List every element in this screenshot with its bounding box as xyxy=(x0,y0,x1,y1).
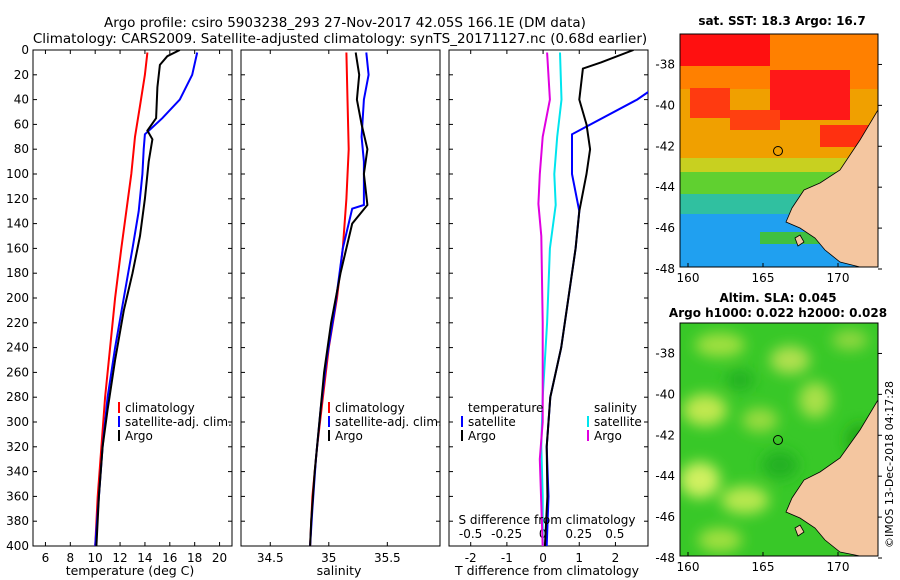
sst-map-title: sat. SST: 18.3 Argo: 16.7 xyxy=(698,14,865,28)
lon-tick-label: 170 xyxy=(827,560,850,574)
depth-tick-label: 260 xyxy=(6,365,29,379)
legend-climatology: climatology xyxy=(125,401,195,415)
legend-satellite-adj: satellite-adj. clim. xyxy=(125,415,232,429)
legend-argo: Argo xyxy=(125,429,153,443)
lat-tick-label: -48 xyxy=(655,551,675,565)
lon-tick-label: 160 xyxy=(677,271,700,285)
lon-tick-label: 160 xyxy=(677,560,700,574)
lat-tick-label: -46 xyxy=(655,510,675,524)
s-diff-tick-label: -0.25 xyxy=(491,527,522,541)
sla-map-title2: Argo h1000: 0.022 h2000: 0.028 xyxy=(669,306,887,320)
legend-temperature-heading: temperature xyxy=(468,401,543,415)
depth-tick-label: 40 xyxy=(14,93,29,107)
x-tick-label: 35.5 xyxy=(374,551,401,565)
lon-tick-label: 165 xyxy=(752,271,775,285)
lat-tick-label: -38 xyxy=(655,346,675,360)
series-temperature-argo xyxy=(543,50,634,546)
t-diff-x-label: T difference from climatology xyxy=(454,563,640,578)
depth-tick-label: 180 xyxy=(6,266,29,280)
series-argo xyxy=(309,52,369,546)
x-tick-label: 1 xyxy=(575,551,583,565)
legend-salinity-heading: salinity xyxy=(594,401,637,415)
x-tick-label: 18 xyxy=(187,551,202,565)
sst-map: sat. SST: 18.3 Argo: 16.7 xyxy=(679,14,879,268)
x-tick-label: 14 xyxy=(137,551,152,565)
series-argo xyxy=(95,50,181,546)
depth-tick-label: 280 xyxy=(6,390,29,404)
salinity-profile-panel: salinity 34.5 35 35.5 xyxy=(240,49,441,578)
sla-map: Altim. SLA: 0.045 Argo h1000: 0.022 h200… xyxy=(669,291,887,557)
x-tick-label: 12 xyxy=(112,551,127,565)
lon-tick-label: 165 xyxy=(752,560,775,574)
series-salinity-argo xyxy=(537,52,551,546)
legend-satellite-adj-sal: satellite-adj. clim. xyxy=(335,415,442,429)
temperature-legend: climatology satellite-adj. clim. Argo xyxy=(118,401,232,443)
difference-legend: temperature satellite Argo salinity sate… xyxy=(459,401,642,527)
depth-tick-label: 340 xyxy=(6,465,29,479)
x-tick-label: 20 xyxy=(212,551,227,565)
legend-t-argo: Argo xyxy=(468,429,496,443)
figure-title-line2: Climatology: CARS2009. Satellite-adjuste… xyxy=(33,31,647,47)
salinity-legend: climatology satellite-adj. clim. Argo xyxy=(328,401,442,443)
figure-title-line1: Argo profile: csiro 5903238_293 27-Nov-2… xyxy=(104,15,586,31)
lat-tick-label: -46 xyxy=(655,221,675,235)
lat-tick-label: -38 xyxy=(655,57,675,71)
series-climatology xyxy=(94,52,149,546)
temperature-x-label: temperature (deg C) xyxy=(66,563,195,578)
legend-s-argo: Argo xyxy=(594,429,622,443)
x-tick-label: 6 xyxy=(42,551,50,565)
lat-tick-label: -40 xyxy=(655,98,675,112)
temperature-profile-panel: temperature (deg C) 6 8 10 12 14 16 18 20 xyxy=(32,49,233,578)
x-tick-label: -1 xyxy=(501,551,513,565)
lat-tick-label: -44 xyxy=(655,180,675,194)
s-diff-tick-label: 0.5 xyxy=(605,527,624,541)
lat-tick-label: -44 xyxy=(655,469,675,483)
depth-tick-label: 220 xyxy=(6,316,29,330)
depth-tick-label: 320 xyxy=(6,440,29,454)
lat-tick-label: -40 xyxy=(655,387,675,401)
depth-tick-label: 360 xyxy=(6,489,29,503)
sla-map-title1: Altim. SLA: 0.045 xyxy=(719,291,836,305)
depth-tick-label: 160 xyxy=(6,241,29,255)
depth-tick-label: 20 xyxy=(14,68,29,82)
depth-tick-label: 120 xyxy=(6,192,29,206)
imos-watermark: ©IMOS 13-Dec-2018 04:17:28 xyxy=(883,381,896,548)
legend-t-satellite: satellite xyxy=(468,415,516,429)
x-tick-label: 34.5 xyxy=(257,551,284,565)
s-diff-x-label: S difference from climatology xyxy=(459,513,636,527)
legend-argo-sal: Argo xyxy=(335,429,363,443)
x-tick-label: 10 xyxy=(88,551,103,565)
legend-s-satellite: satellite xyxy=(594,415,642,429)
x-tick-label: 2 xyxy=(612,551,620,565)
x-tick-label: -2 xyxy=(465,551,477,565)
legend-climatology-sal: climatology xyxy=(335,401,405,415)
depth-tick-label: 380 xyxy=(6,514,29,528)
series-salinity-satellite xyxy=(540,52,563,546)
depth-tick-label: 0 xyxy=(21,43,29,57)
s-diff-tick-label: -0.5 xyxy=(459,527,482,541)
x-tick-label: 0 xyxy=(539,551,547,565)
x-tick-label: 8 xyxy=(66,551,74,565)
depth-tick-label: 240 xyxy=(6,341,29,355)
lat-tick-label: -42 xyxy=(655,139,675,153)
depth-axis: 0 20 40 60 80 100 120 140 160 180 200 220 240 260 280 3… xyxy=(6,43,648,553)
depth-tick-label: 400 xyxy=(6,539,29,553)
depth-tick-label: 60 xyxy=(14,117,29,131)
x-tick-label: 16 xyxy=(162,551,177,565)
difference-profile-panel: T difference from climatology -2 -1 0 1 2 -0.… xyxy=(448,49,649,578)
lon-tick-label: 170 xyxy=(827,271,850,285)
depth-tick-label: 80 xyxy=(14,142,29,156)
depth-tick-label: 100 xyxy=(6,167,29,181)
salinity-x-label: salinity xyxy=(317,563,362,578)
lat-tick-label: -42 xyxy=(655,428,675,442)
x-tick-label: 35 xyxy=(321,551,336,565)
depth-tick-label: 200 xyxy=(6,291,29,305)
s-diff-tick-label: 0.25 xyxy=(565,527,592,541)
depth-tick-label: 140 xyxy=(6,217,29,231)
lat-tick-label: -48 xyxy=(655,262,675,276)
depth-tick-label: 300 xyxy=(6,415,29,429)
